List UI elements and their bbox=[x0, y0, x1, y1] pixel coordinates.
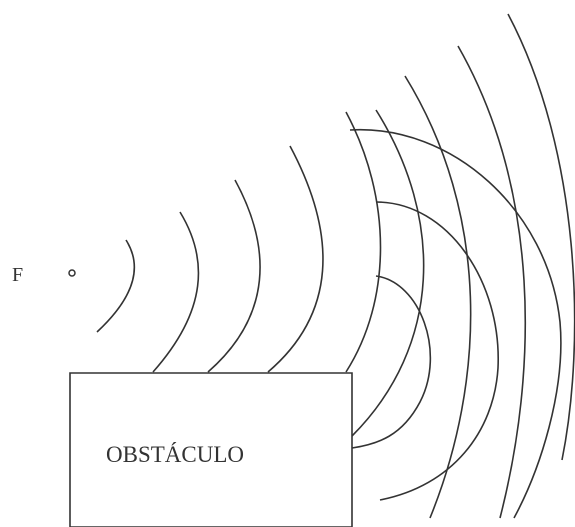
incident-wavefront-4 bbox=[267, 145, 324, 373]
incident-wavefront-6 bbox=[351, 109, 425, 437]
incident-wavefront-5 bbox=[345, 111, 382, 373]
incident-wavefront-3 bbox=[207, 179, 261, 373]
source-label: F bbox=[12, 264, 23, 286]
incident-wavefront-7 bbox=[404, 75, 472, 519]
obstacle-block bbox=[69, 372, 353, 527]
obstacle-label: OBSTÁCULO bbox=[106, 442, 244, 467]
source-point-icon bbox=[68, 269, 76, 277]
incident-wavefront-2 bbox=[152, 211, 200, 373]
incident-wavefront-8 bbox=[457, 45, 527, 519]
incident-wavefront-9 bbox=[507, 13, 575, 461]
incident-wavefront-1 bbox=[96, 239, 136, 333]
diffracted-wavefront-3 bbox=[349, 129, 562, 519]
diffracted-wavefront-2 bbox=[375, 201, 499, 501]
diffracted-wavefront-1 bbox=[351, 275, 432, 449]
